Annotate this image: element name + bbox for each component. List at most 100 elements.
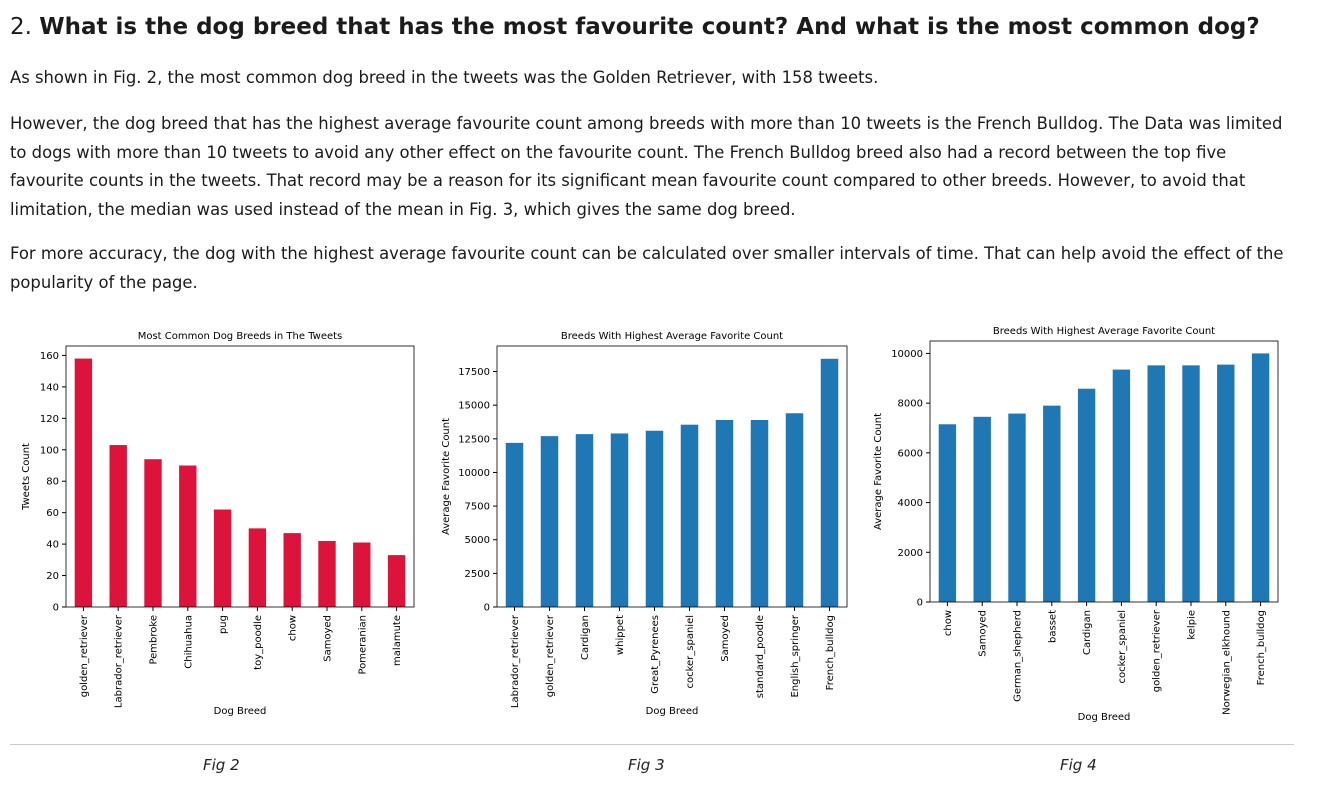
x-tick-label: chow — [288, 615, 299, 641]
x-tick-label: Cardigan — [580, 615, 591, 660]
y-tick-label: 100 — [40, 445, 59, 456]
caption: Fig 2 — [203, 756, 240, 774]
axes-frame — [929, 340, 1279, 603]
x-tick-label: basset — [1047, 610, 1058, 643]
y-tick-label: 7500 — [465, 502, 490, 513]
bar — [1251, 353, 1270, 602]
x-tick-label: golden_retriever — [545, 614, 556, 697]
y-tick-label: 2500 — [465, 569, 490, 580]
y-tick-label: 0 — [53, 603, 59, 614]
heading-text: What is the dog breed that has the most … — [39, 14, 1260, 40]
y-axis-label: Tweets Count — [21, 443, 32, 511]
y-tick-label: 5000 — [465, 535, 490, 546]
x-tick-label: golden_retriever — [79, 614, 90, 697]
x-tick-label: German_shepherd — [1013, 610, 1024, 702]
x-axis-label: Dog Breed — [1078, 712, 1131, 723]
bar — [575, 434, 594, 607]
bar — [283, 533, 301, 607]
y-tick-label: 6000 — [898, 448, 923, 459]
x-axis-label: Dog Breed — [214, 706, 267, 717]
bar — [973, 416, 991, 602]
x-tick-label: chow — [943, 610, 954, 636]
x-tick-label: Labrador_retriever — [114, 614, 125, 708]
bar — [179, 465, 197, 607]
x-tick-label: Norwegian_elkhound — [1221, 610, 1232, 715]
y-tick-label: 0 — [917, 598, 923, 609]
caption: Fig 4 — [1060, 756, 1097, 774]
bar — [820, 358, 839, 607]
heading-number: 2. — [10, 14, 32, 40]
bar — [1008, 413, 1026, 602]
y-tick-label: 4000 — [898, 498, 923, 509]
x-tick-label: cocker_spaniel — [1117, 610, 1128, 684]
heading: 2. What is the dog breed that has the mo… — [10, 14, 1260, 40]
chart-title: Breeds With Highest Average Favorite Cou… — [993, 326, 1215, 337]
bar — [109, 445, 127, 607]
axes-frame — [65, 345, 415, 608]
x-tick-label: whippet — [615, 615, 626, 655]
x-tick-label: Samoyed — [720, 615, 731, 662]
y-tick-label: 8000 — [898, 399, 923, 410]
bar — [505, 442, 524, 607]
y-tick-label: 15000 — [458, 401, 490, 412]
bar — [213, 509, 232, 607]
bar — [1217, 364, 1235, 602]
paragraph: For more accuracy, the dog with the high… — [10, 244, 1284, 292]
x-tick-label: kelpie — [1187, 610, 1198, 640]
bar — [1147, 365, 1165, 602]
paragraph: As shown in Fig. 2, the most common dog … — [10, 68, 879, 87]
x-tick-label: Cardigan — [1082, 610, 1093, 655]
x-axis-label: Dog Breed — [646, 706, 699, 717]
x-tick-label: Samoyed — [978, 610, 989, 657]
x-tick-label: Pembroke — [149, 615, 160, 665]
paragraph: However, the dog breed that has the high… — [10, 114, 1283, 219]
axes-frame — [496, 345, 848, 608]
y-tick-label: 10000 — [891, 349, 923, 360]
y-tick-label: 120 — [40, 414, 59, 425]
caption: Fig 3 — [628, 756, 665, 774]
bar — [74, 358, 93, 607]
x-tick-label: French_bulldog — [825, 615, 836, 690]
bar — [610, 433, 629, 607]
bar — [1112, 369, 1131, 602]
bar — [387, 555, 406, 607]
bar — [1043, 405, 1061, 602]
y-tick-label: 12500 — [458, 434, 490, 445]
y-tick-label: 17500 — [458, 367, 490, 378]
bar — [1182, 365, 1200, 602]
bar — [750, 419, 769, 607]
bar — [318, 540, 336, 607]
bar — [248, 528, 267, 607]
y-tick-label: 2000 — [898, 548, 923, 559]
bar — [645, 430, 664, 607]
y-tick-label: 20 — [46, 571, 59, 582]
bar — [785, 413, 804, 607]
y-tick-label: 10000 — [458, 468, 490, 479]
x-tick-label: Great_Pyrenees — [650, 615, 661, 694]
x-tick-label: Chihuahua — [183, 615, 194, 669]
bar — [715, 419, 734, 607]
x-tick-label: Samoyed — [323, 615, 334, 662]
bar — [144, 459, 162, 607]
y-axis-label: Average Favorite Count — [441, 418, 452, 535]
y-tick-label: 40 — [46, 540, 59, 551]
y-tick-label: 140 — [40, 382, 59, 393]
x-tick-label: French_bulldog — [1256, 610, 1267, 685]
bar — [1077, 388, 1096, 602]
y-tick-label: 60 — [46, 508, 59, 519]
x-tick-label: pug — [218, 615, 229, 634]
bar — [938, 424, 957, 602]
bar — [680, 424, 699, 607]
y-tick-label: 0 — [484, 603, 490, 614]
x-tick-label: standard_poodle — [755, 615, 766, 698]
chart-title: Breeds With Highest Average Favorite Cou… — [561, 331, 783, 342]
x-tick-label: English_springer — [790, 614, 801, 697]
bar — [353, 542, 371, 607]
x-tick-label: malamute — [392, 615, 403, 666]
x-tick-label: Labrador_retriever — [510, 614, 521, 708]
y-axis-label: Average Favorite Count — [873, 413, 884, 530]
chart-title: Most Common Dog Breeds in The Tweets — [138, 331, 343, 342]
x-tick-label: golden_retriever — [1152, 609, 1163, 692]
